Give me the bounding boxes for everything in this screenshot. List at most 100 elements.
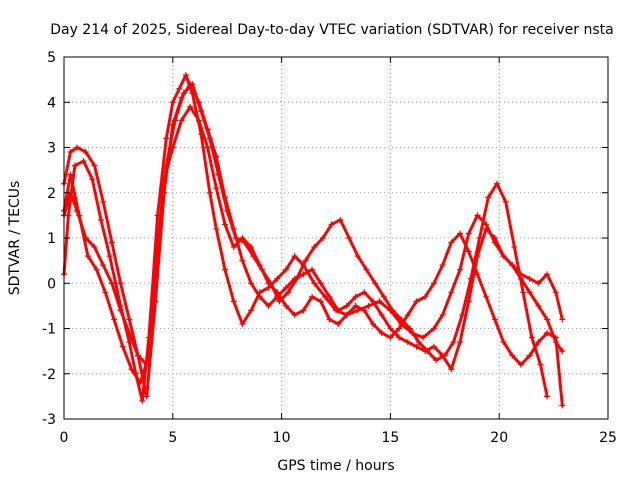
data-point xyxy=(274,289,281,296)
data-point xyxy=(213,225,220,232)
data-point xyxy=(317,280,324,287)
data-point xyxy=(474,253,481,260)
data-point xyxy=(430,343,437,350)
data-point xyxy=(346,235,353,241)
data-point xyxy=(406,325,413,332)
y-tick-label: -2 xyxy=(42,367,56,383)
data-point xyxy=(204,144,211,151)
data-point xyxy=(457,230,464,237)
data-point xyxy=(161,176,168,183)
data-point xyxy=(100,198,107,205)
data-point xyxy=(326,293,333,300)
data-point xyxy=(82,149,89,156)
data-point xyxy=(326,316,333,323)
data-point xyxy=(74,207,81,214)
data-point xyxy=(106,253,113,260)
data-point xyxy=(152,271,159,278)
data-point xyxy=(248,244,255,251)
data-point xyxy=(352,293,359,300)
data-point xyxy=(415,339,422,346)
data-point xyxy=(206,189,213,196)
data-point xyxy=(265,280,272,287)
x-tick-label: 20 xyxy=(490,430,508,446)
data-point xyxy=(102,289,109,296)
data-point xyxy=(420,334,427,341)
axis-ticks xyxy=(63,56,609,420)
data-point xyxy=(195,99,202,106)
data-point xyxy=(365,302,372,309)
data-point xyxy=(67,171,74,178)
series-line-day-3 xyxy=(62,82,564,398)
data-point xyxy=(182,72,189,79)
data-point xyxy=(213,153,220,160)
data-point xyxy=(474,271,481,278)
data-point xyxy=(285,289,292,296)
data-point xyxy=(422,293,429,300)
data-point xyxy=(239,320,246,327)
y-tick-labels: 5 4 3 2 1 0 -1 -2 -3 xyxy=(42,50,56,428)
data-point xyxy=(282,266,289,273)
data-point xyxy=(483,293,490,300)
data-point xyxy=(248,307,255,314)
data-point xyxy=(317,298,324,305)
data-point xyxy=(84,253,91,260)
data-point xyxy=(187,103,194,110)
data-point xyxy=(248,280,255,287)
chart-title: Day 214 of 2025, Sidereal Day-to-day VTE… xyxy=(50,22,613,38)
x-tick-labels: 0 5 10 15 20 25 xyxy=(60,430,617,446)
data-point xyxy=(187,81,194,88)
data-point xyxy=(195,117,202,124)
data-point xyxy=(485,194,492,201)
data-point xyxy=(274,275,281,282)
data-point xyxy=(552,289,559,296)
y-tick-label: 5 xyxy=(47,50,56,66)
data-point xyxy=(337,216,344,223)
data-point xyxy=(559,402,566,409)
data-point xyxy=(100,262,107,269)
data-point xyxy=(448,366,455,373)
data-point xyxy=(256,293,263,300)
data-point xyxy=(502,198,509,205)
data-point xyxy=(343,302,350,309)
data-point xyxy=(528,334,535,341)
data-point xyxy=(439,311,446,318)
data-point xyxy=(517,361,524,368)
data-point xyxy=(457,266,464,273)
data-point xyxy=(450,339,457,346)
data-point xyxy=(483,225,490,232)
x-axis-label: GPS time / hours xyxy=(277,458,394,474)
data-point xyxy=(559,348,566,355)
data-point xyxy=(82,235,89,241)
data-point xyxy=(465,248,472,255)
data-point xyxy=(544,271,551,278)
data-point xyxy=(302,257,309,264)
data-point xyxy=(378,311,385,318)
data-point xyxy=(169,121,176,128)
data-point xyxy=(111,316,118,323)
data-point xyxy=(389,307,396,314)
data-point xyxy=(413,298,420,305)
data-point xyxy=(369,320,376,327)
x-tick-label: 15 xyxy=(381,430,399,446)
data-point xyxy=(222,194,229,201)
data-series xyxy=(61,72,566,409)
data-point xyxy=(239,235,246,241)
data-point xyxy=(535,280,542,287)
data-point xyxy=(544,316,551,323)
data-point xyxy=(544,393,551,400)
grid xyxy=(64,57,608,419)
data-point xyxy=(474,212,481,219)
data-point xyxy=(387,334,394,341)
data-point xyxy=(526,289,533,296)
data-point xyxy=(108,239,115,246)
data-point xyxy=(511,244,518,251)
data-point xyxy=(71,162,78,169)
data-point xyxy=(372,280,379,287)
data-point xyxy=(459,311,466,318)
y-tick-label: -1 xyxy=(42,322,56,338)
data-point xyxy=(282,284,289,291)
data-point xyxy=(204,126,211,133)
data-point xyxy=(97,216,104,223)
data-point xyxy=(520,289,527,296)
